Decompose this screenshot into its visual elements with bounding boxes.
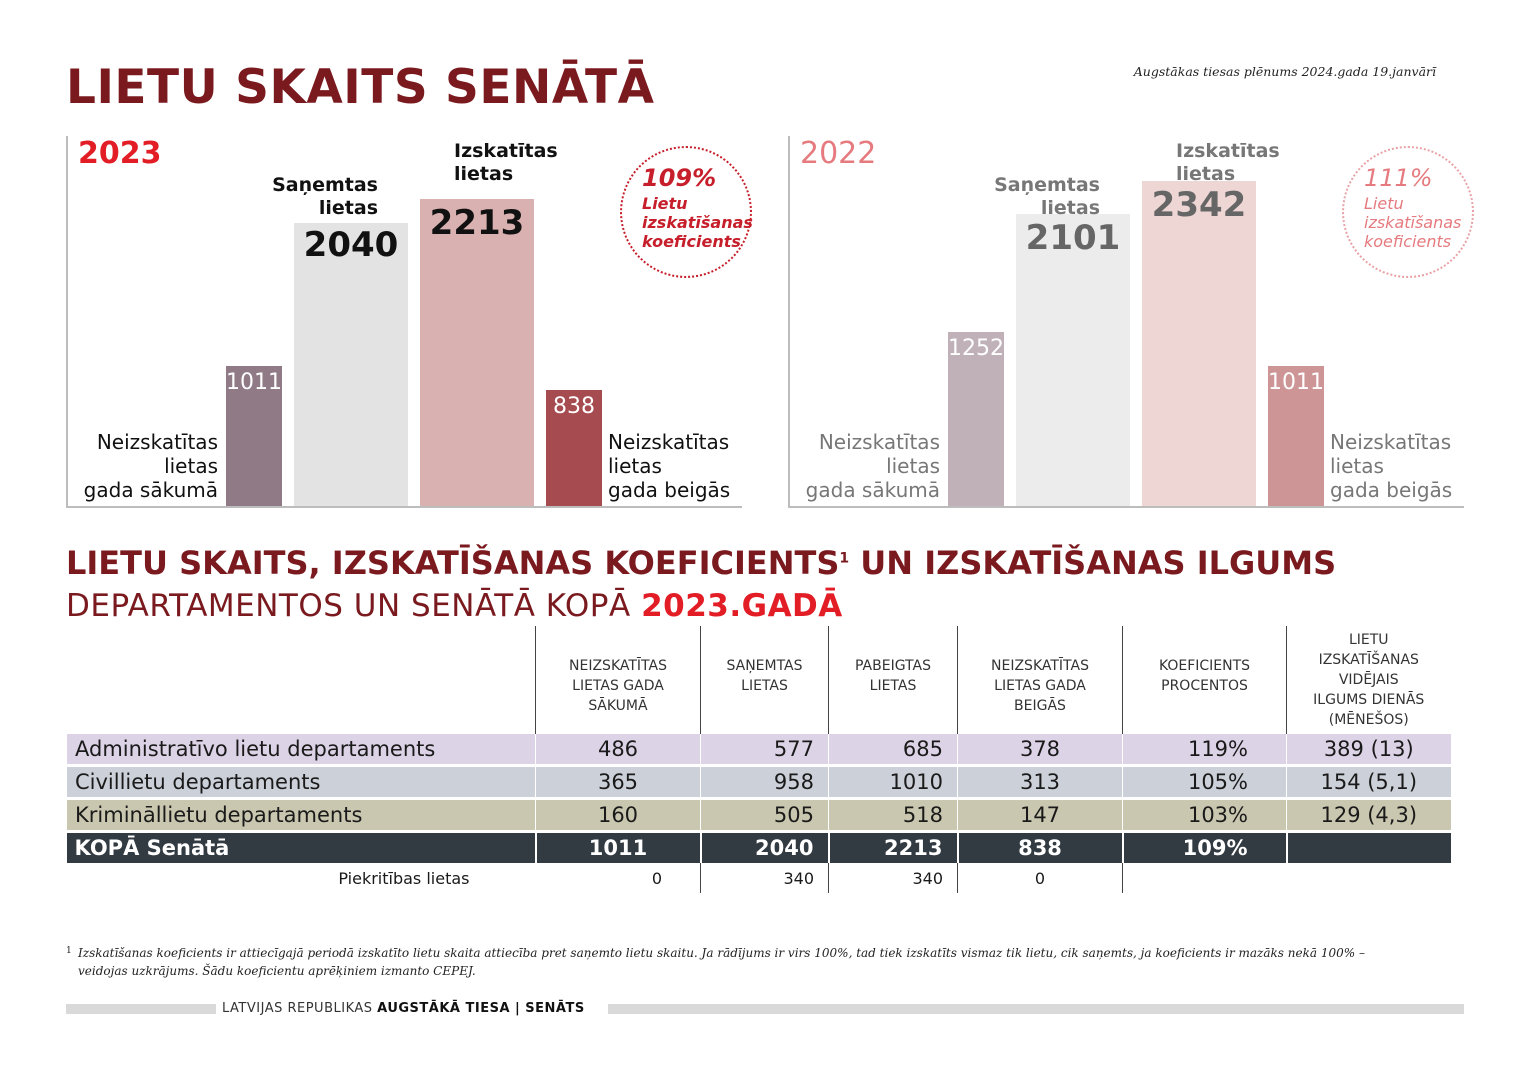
chart-baseline [66, 506, 742, 508]
bar-end: 1011 [1268, 366, 1324, 506]
chart-2023: 2023 1011 2040 2213 838 Neizskatītas lie… [66, 136, 753, 508]
header-coefficient: KOEFICIENTS PROCENTOS [1122, 626, 1287, 734]
bar-end: 838 [546, 390, 602, 506]
bar-reviewed: 2213 [420, 199, 534, 506]
footer-bar-left [66, 1004, 216, 1014]
header-empty [67, 626, 536, 734]
footnote-number: 1 [66, 946, 72, 956]
header-completed: PABEIGTAS LIETAS [828, 626, 958, 734]
cell: 378 [957, 734, 1123, 767]
cell: 365 [535, 765, 701, 800]
label-start: Neizskatītas lietas gada sākumā [83, 430, 218, 502]
cell [1286, 863, 1451, 893]
row-name: Krimināllietu departaments [66, 798, 536, 833]
table-row: Civillietu departaments 365 958 1010 313… [66, 765, 1451, 800]
bar-reviewed-value: 2213 [429, 203, 525, 243]
label-received: Saņemtas lietas [272, 174, 378, 219]
table-total-row: KOPĀ Senātā 1011 2040 2213 838 109% [66, 831, 1451, 863]
cell: 147 [957, 798, 1123, 833]
cell: 105% [1122, 765, 1287, 800]
page-title: LIETU SKAITS SENĀTĀ [66, 60, 655, 115]
chart-year-title: 2023 [78, 136, 162, 171]
table-sub-row: Piekritības lietas 0 340 340 0 [66, 863, 1451, 893]
cell: 958 [700, 765, 829, 800]
coefficient-value: 109% [642, 164, 717, 192]
cell: 389 (13) [1286, 734, 1451, 767]
footer-bar-right [608, 1004, 1464, 1014]
coefficient-circle [620, 146, 752, 278]
bar-received: 2040 [294, 223, 408, 506]
sub-name: Piekritības lietas [66, 863, 536, 893]
cell: 160 [535, 798, 701, 833]
footer-org: LATVIJAS REPUBLIKAS AUGSTĀKĀ TIESA | SEN… [222, 1001, 585, 1016]
cell [1285, 831, 1451, 863]
cell: 119% [1122, 734, 1287, 767]
statistics-table: NEIZSKATĪTAS LIETAS GADA SĀKUMĀ SAŅEMTAS LI… [66, 626, 1451, 893]
coefficient-label: Lietu izskatīšanas koeficients [1364, 194, 1462, 251]
cell: 838 [956, 831, 1123, 863]
cell: 129 (4,3) [1286, 798, 1451, 833]
bar-start: 1011 [226, 366, 282, 506]
coefficient-circle [1342, 146, 1474, 278]
bar-received: 2101 [1016, 214, 1130, 506]
label-end: Neizskatītas lietas gada beigās [1330, 430, 1453, 502]
cell: 2213 [827, 831, 958, 863]
cell: 154 (5,1) [1286, 765, 1451, 800]
coefficient-label: Lietu izskatīšanas koeficients [642, 194, 753, 251]
header-end: NEIZSKATĪTAS LIETAS GADA BEIGĀS [957, 626, 1123, 734]
chart-axis-line [66, 136, 68, 508]
cell: 340 [828, 863, 958, 893]
total-name: KOPĀ Senātā [66, 831, 536, 863]
bar-start-value: 1011 [226, 370, 282, 395]
label-reviewed: Izskatītas lietas [1176, 140, 1280, 185]
cell: 685 [828, 734, 958, 767]
row-name: Administratīvo lietu departaments [66, 734, 536, 767]
bar-start: 1252 [948, 332, 1004, 506]
label-reviewed: Izskatītas lietas [454, 140, 558, 185]
table-row: Administratīvo lietu departaments 486 57… [66, 734, 1451, 767]
cell: 505 [700, 798, 829, 833]
footnote: 1 Izskatīšanas koeficients ir attiecīgaj… [66, 944, 1406, 980]
bar-received-value: 2101 [1025, 218, 1121, 258]
header-start: NEIZSKATĪTAS LIETAS GADA SĀKUMĀ [535, 626, 701, 734]
cell: 0 [957, 863, 1123, 893]
cell: 340 [700, 863, 829, 893]
label-end: Neizskatītas lietas gada beigās [608, 430, 731, 502]
header-duration: LIETU IZSKATĪŠANAS VIDĒJAIS ILGUMS DIENĀS (M… [1286, 626, 1451, 734]
cell: 518 [828, 798, 958, 833]
cell: 0 [535, 863, 701, 893]
cell: 1011 [534, 831, 701, 863]
bar-received-value: 2040 [303, 225, 399, 265]
cell: 1010 [828, 765, 958, 800]
cell: 577 [700, 734, 829, 767]
table-header-row: NEIZSKATĪTAS LIETAS GADA SĀKUMĀ SAŅEMTAS LI… [67, 626, 1451, 734]
cell: 109% [1121, 831, 1287, 863]
label-received: Saņemtas lietas [994, 174, 1100, 219]
header-received: SAŅEMTAS LIETAS [700, 626, 829, 734]
table-subtitle: DEPARTAMENTOS UN SENĀTĀ KOPĀ 2023.GADĀ [66, 588, 843, 624]
table-row: Krimināllietu departaments 160 505 518 1… [66, 798, 1451, 833]
bar-reviewed: 2342 [1142, 181, 1256, 506]
cell: 313 [957, 765, 1123, 800]
cell: 486 [535, 734, 701, 767]
cell: 2040 [699, 831, 829, 863]
chart-baseline [788, 506, 1464, 508]
table-title: LIETU SKAITS, IZSKATĪŠANAS KOEFICIENTS1 … [66, 544, 1337, 582]
chart-2022: 2022 1252 2101 2342 1011 Neizskatītas li… [788, 136, 1474, 508]
chart-axis-line [788, 136, 790, 508]
bar-end-value: 1011 [1268, 370, 1324, 395]
bar-end-value: 838 [553, 394, 595, 419]
row-name: Civillietu departaments [66, 765, 536, 800]
coefficient-value: 111% [1364, 164, 1433, 192]
source-note: Augstākas tiesas plēnums 2024.gada 19.ja… [1133, 64, 1436, 79]
bar-reviewed-value: 2342 [1151, 185, 1247, 225]
label-start: Neizskatītas lietas gada sākumā [805, 430, 940, 502]
chart-year-title: 2022 [800, 136, 877, 171]
cell: 103% [1122, 798, 1287, 833]
bar-start-value: 1252 [948, 336, 1004, 361]
footnote-text: Izskatīšanas koeficients ir attiecīgajā … [78, 946, 1365, 978]
cell [1122, 863, 1287, 893]
